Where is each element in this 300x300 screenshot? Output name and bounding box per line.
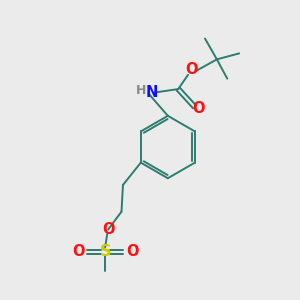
Text: O: O [185,62,198,77]
Text: H: H [136,84,146,97]
Text: O: O [102,222,114,237]
Text: O: O [193,101,205,116]
Text: O: O [72,244,84,259]
Text: S: S [99,244,111,259]
Text: N: N [145,85,158,100]
Text: O: O [126,244,138,259]
